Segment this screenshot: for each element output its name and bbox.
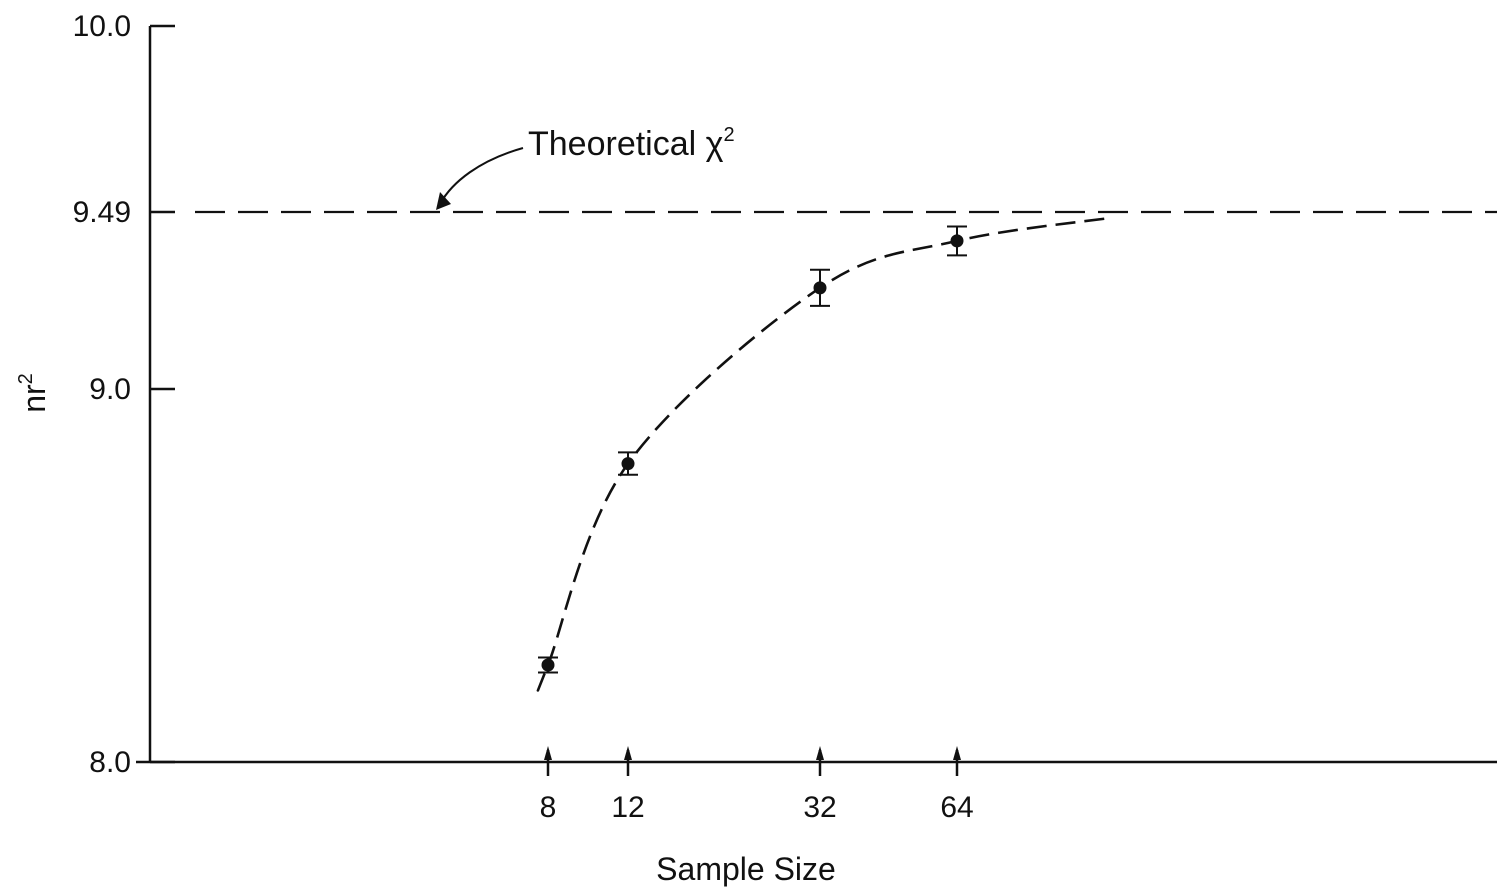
y-tick-label: 8.0 bbox=[89, 746, 131, 779]
data-point-group bbox=[810, 268, 830, 307]
x-tick-label: 32 bbox=[803, 791, 836, 824]
x-tick-arrowhead bbox=[953, 746, 961, 760]
y-tick-label: 9.0 bbox=[89, 373, 131, 406]
y-tick-label: 9.49 bbox=[73, 196, 131, 229]
x-axis-ticks: 8 12 32 64 bbox=[540, 746, 974, 824]
data-point bbox=[813, 281, 827, 295]
x-tick-label: 12 bbox=[611, 791, 644, 824]
x-tick-arrowhead bbox=[624, 746, 632, 760]
theoretical-annotation-superscript: 2 bbox=[723, 124, 734, 146]
y-axis-label-superscript: 2 bbox=[15, 373, 37, 384]
x-tick-label: 8 bbox=[540, 791, 557, 824]
y-axis-label: nr2 bbox=[15, 373, 52, 413]
data-point bbox=[621, 457, 635, 471]
x-axis-label: Sample Size bbox=[656, 851, 836, 887]
data-point-group bbox=[538, 656, 558, 674]
annotation-arrowhead bbox=[436, 192, 451, 210]
data-point-group bbox=[618, 451, 638, 476]
data-points bbox=[538, 225, 967, 674]
x-tick-label: 64 bbox=[940, 791, 973, 824]
theoretical-annotation-label: Theoretical χ bbox=[528, 125, 724, 163]
annotation-arrow bbox=[439, 147, 524, 205]
y-axis-ticks: 8.0 9.0 9.49 10.0 bbox=[73, 10, 175, 779]
x-tick-arrowhead bbox=[544, 746, 552, 760]
y-tick-label: 10.0 bbox=[73, 10, 131, 43]
fit-curve bbox=[536, 216, 1112, 692]
data-point bbox=[950, 234, 964, 248]
data-point-group bbox=[947, 225, 967, 257]
data-point bbox=[541, 658, 555, 672]
y-axis-label-text: nr bbox=[16, 384, 52, 413]
theoretical-annotation: Theoretical χ2 bbox=[528, 124, 735, 163]
x-tick-arrowhead bbox=[816, 746, 824, 760]
